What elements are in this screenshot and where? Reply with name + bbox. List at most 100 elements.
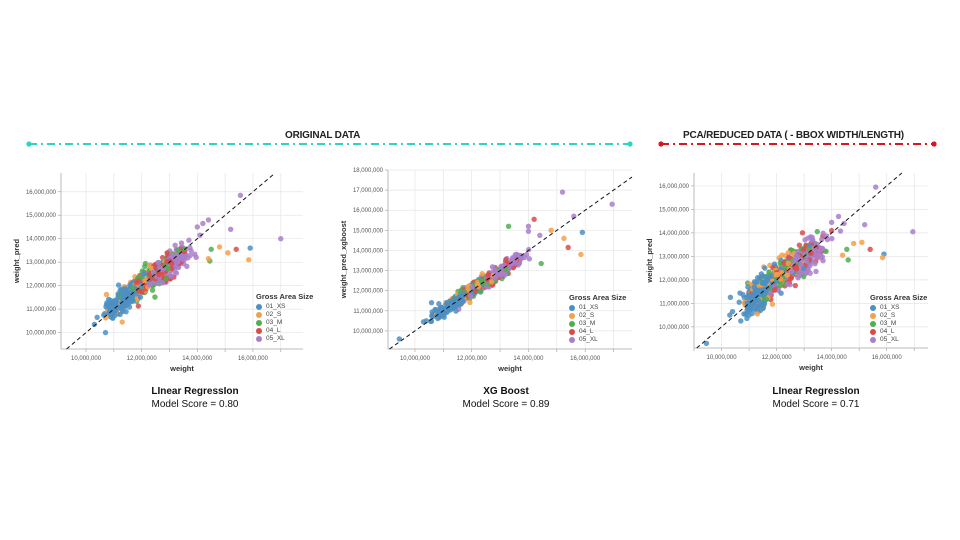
legend-label: 01_XS [880,304,900,311]
legend-item-03-m: 03_M [569,320,626,328]
svg-text:11,000,000: 11,000,000 [659,301,689,307]
legend-dot-icon [870,337,876,343]
svg-text:13,000,000: 13,000,000 [659,254,690,260]
svg-text:weight_pred: weight_pred [12,239,21,285]
legend-dot-icon [256,328,262,334]
legend-dot-icon [256,304,262,310]
legend-label: 03_M [266,319,283,326]
legend-chart-1: Gross Area Size 01_XS 02_S 03_M 04_L 05_… [256,292,313,343]
section-title-pca-reduced-data: PCA/REDUCED DATA ( - BBOX WIDTH/LENGTH) [683,130,904,141]
legend-label: 03_M [579,320,596,327]
svg-text:11,000,000: 11,000,000 [26,307,56,313]
legend-dot-icon [870,305,876,311]
legend-label: 01_XS [266,303,286,310]
svg-text:14,000,000: 14,000,000 [659,231,690,237]
svg-text:15,000,000: 15,000,000 [26,213,57,219]
legend-item-05-xl: 05_XL [569,336,626,344]
svg-text:14,000,000: 14,000,000 [513,356,544,362]
legend-title: Gross Area Size [569,293,627,302]
legend-item-01-xs: 01_XS [870,304,927,312]
legend-dot-icon [870,313,876,319]
svg-text:16,000,000: 16,000,000 [26,190,57,196]
legend-label: 05_XL [266,335,285,342]
svg-text:weight: weight [798,363,823,372]
svg-text:16,000,000: 16,000,000 [353,208,384,214]
legend-item-03-m: 03_M [256,319,313,327]
model-score: Model Score = 0.71 [772,399,860,410]
legend-item-04-l: 04_L [256,327,313,335]
svg-text:15,000,000: 15,000,000 [353,228,384,234]
svg-text:14,000,000: 14,000,000 [353,248,384,254]
legend-label: 01_XS [579,304,599,311]
legend-dot-icon [256,320,262,326]
legend-dot-icon [870,329,876,335]
legend-dot-icon [569,329,575,335]
svg-text:18,000,000: 18,000,000 [353,168,384,174]
legend-label: 04_L [880,328,895,335]
legend-dot-icon [256,336,262,342]
legend-item-03-m: 03_M [870,320,927,328]
svg-text:14,000,000: 14,000,000 [817,355,848,361]
svg-text:10,000,000: 10,000,000 [71,356,102,362]
legend-label: 04_L [266,327,281,334]
legend-dot-icon [256,312,262,318]
legend-dot-icon [569,321,575,327]
svg-text:12,000,000: 12,000,000 [127,356,158,362]
legend-title: Gross Area Size [870,293,928,302]
legend-item-01-xs: 01_XS [569,304,626,312]
svg-text:12,000,000: 12,000,000 [762,355,793,361]
model-name: XG Boost [483,386,529,397]
legend-item-04-l: 04_L [870,328,927,336]
legend-item-02-s: 02_S [256,311,313,319]
legend-chart-3: Gross Area Size 01_XS 02_S 03_M 04_L 05_… [870,293,927,344]
svg-text:16,000,000: 16,000,000 [872,355,903,361]
svg-text:12,000,000: 12,000,000 [26,284,57,290]
legend-label: 02_S [579,312,595,319]
legend-item-05-xl: 05_XL [870,336,927,344]
legend-item-02-s: 02_S [870,312,927,320]
legend-dot-icon [569,305,575,311]
caption-chart-2: XG Boost Model Score = 0.89 [411,385,601,411]
svg-text:13,000,000: 13,000,000 [353,269,384,275]
svg-text:13,000,000: 13,000,000 [26,260,57,266]
legend-dot-icon [569,337,575,343]
svg-text:weight_pred: weight_pred [645,238,654,284]
legend-item-02-s: 02_S [569,312,626,320]
legend-label: 02_S [266,311,282,318]
svg-text:10,000,000: 10,000,000 [659,325,690,331]
legend-label: 02_S [880,312,896,319]
legend-chart-2: Gross Area Size 01_XS 02_S 03_M 04_L 05_… [569,293,626,344]
legend-label: 05_XL [579,336,598,343]
svg-text:16,000,000: 16,000,000 [238,356,269,362]
svg-text:12,000,000: 12,000,000 [353,289,384,295]
svg-text:10,000,000: 10,000,000 [26,331,57,337]
caption-chart-1: LInear RegressIon Model Score = 0.80 [100,385,290,411]
caption-chart-3: LInear RegressIon Model Score = 0.71 [721,385,911,411]
svg-text:12,000,000: 12,000,000 [659,278,690,284]
svg-text:15,000,000: 15,000,000 [659,207,690,213]
svg-text:14,000,000: 14,000,000 [182,356,213,362]
legend-label: 04_L [579,328,594,335]
legend-item-01-xs: 01_XS [256,303,313,311]
legend-label: 05_XL [880,336,899,343]
svg-text:14,000,000: 14,000,000 [26,237,57,243]
svg-text:10,000,000: 10,000,000 [353,329,384,335]
legend-dot-icon [870,321,876,327]
model-score: Model Score = 0.89 [462,399,550,410]
svg-text:16,000,000: 16,000,000 [570,356,601,362]
model-score: Model Score = 0.80 [151,399,239,410]
svg-text:10,000,000: 10,000,000 [400,356,431,362]
svg-text:10,000,000: 10,000,000 [707,355,738,361]
legend-item-05-xl: 05_XL [256,335,313,343]
svg-text:weight: weight [169,364,194,373]
legend-title: Gross Area Size [256,292,314,301]
legend-item-04-l: 04_L [569,328,626,336]
svg-text:17,000,000: 17,000,000 [353,188,384,194]
svg-text:16,000,000: 16,000,000 [659,184,690,190]
svg-text:weight: weight [497,364,522,373]
